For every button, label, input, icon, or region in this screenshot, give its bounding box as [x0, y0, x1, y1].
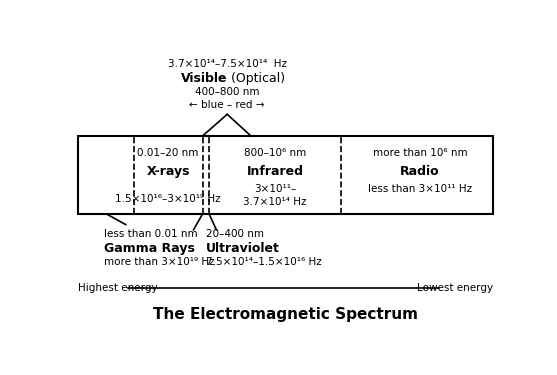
Text: The Electromagnetic Spectrum: The Electromagnetic Spectrum: [153, 308, 418, 322]
Text: (Optical): (Optical): [227, 72, 285, 85]
Text: Highest energy: Highest energy: [78, 282, 158, 292]
Text: Visible: Visible: [180, 72, 227, 85]
Text: more than 10⁶ nm: more than 10⁶ nm: [373, 148, 467, 158]
Text: 3.7×10¹⁴–7.5×10¹⁴  Hz: 3.7×10¹⁴–7.5×10¹⁴ Hz: [168, 59, 287, 69]
Bar: [78, 136, 493, 214]
Text: 400–800 nm: 400–800 nm: [195, 87, 260, 97]
Text: less than 3×10¹¹ Hz: less than 3×10¹¹ Hz: [368, 183, 472, 194]
Text: ← blue – red →: ← blue – red →: [189, 100, 265, 110]
Text: X-rays: X-rays: [146, 165, 190, 178]
Text: 1.5×10¹⁶–3×10¹⁹ Hz: 1.5×10¹⁶–3×10¹⁹ Hz: [115, 194, 221, 204]
Text: less than 0.01 nm: less than 0.01 nm: [104, 229, 198, 239]
Text: 20–400 nm: 20–400 nm: [206, 229, 263, 239]
Text: 0.01–20 nm: 0.01–20 nm: [138, 148, 199, 158]
Text: 800–10⁶ nm: 800–10⁶ nm: [244, 148, 306, 158]
Text: 7.5×10¹⁴–1.5×10¹⁶ Hz: 7.5×10¹⁴–1.5×10¹⁶ Hz: [206, 257, 321, 267]
Text: Lowest energy: Lowest energy: [417, 282, 492, 292]
Text: 3×10¹¹–: 3×10¹¹–: [254, 183, 296, 194]
Text: 3.7×10¹⁴ Hz: 3.7×10¹⁴ Hz: [243, 197, 307, 207]
Text: Infrared: Infrared: [247, 165, 304, 178]
Text: more than 3×10¹⁹ Hz: more than 3×10¹⁹ Hz: [104, 257, 215, 267]
Text: Radio: Radio: [400, 165, 440, 178]
Text: Gamma Rays: Gamma Rays: [104, 242, 195, 255]
Text: Ultraviolet: Ultraviolet: [206, 242, 280, 255]
